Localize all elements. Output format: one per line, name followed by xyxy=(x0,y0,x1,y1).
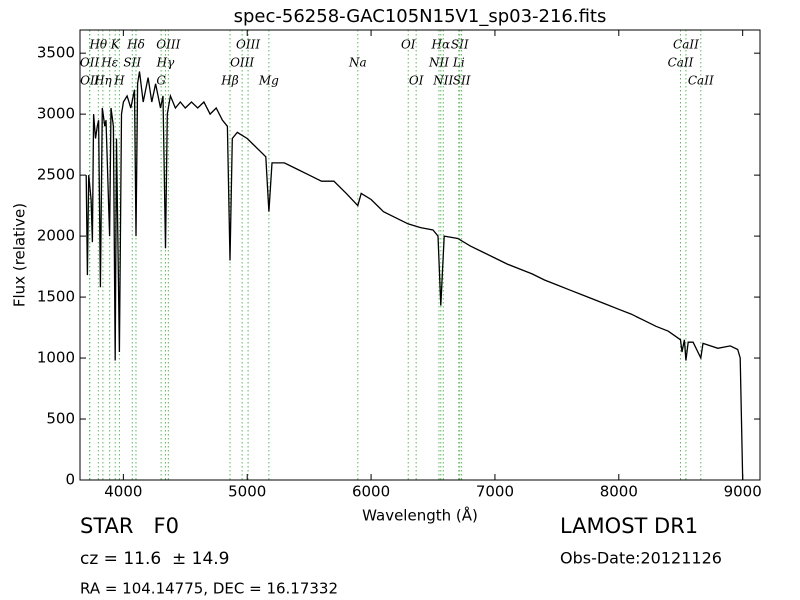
spectral-line-label: OI xyxy=(401,38,416,52)
x-tick-label: 8000 xyxy=(600,483,638,501)
spectral-line-label: Hα xyxy=(431,38,451,52)
x-tick-label: 9000 xyxy=(724,483,762,501)
spectral-line-label: CaII xyxy=(688,74,714,88)
y-tick-label: 3500 xyxy=(37,44,75,62)
y-tick-label: 1000 xyxy=(37,349,75,367)
spectral-line-label: SII xyxy=(453,74,471,88)
spectral-line-label: K xyxy=(110,38,121,52)
spectral-line-label: OIII xyxy=(236,38,260,52)
spectral-line-label: Hε xyxy=(100,56,118,70)
x-tick-label: 6000 xyxy=(352,483,390,501)
spectral-line-label: Mg xyxy=(258,74,279,88)
spectral-line-label: OI xyxy=(409,74,424,88)
y-tick-label: 500 xyxy=(46,410,75,428)
class-label: STAR F0 xyxy=(80,514,179,538)
x-tick-label: 7000 xyxy=(476,483,514,501)
spectral-line-label: Hγ xyxy=(156,56,175,70)
x-tick-label: 5000 xyxy=(228,483,266,501)
spectral-line-label: NII xyxy=(428,56,449,70)
cz-label: cz = 11.6 ± 14.9 xyxy=(80,549,229,569)
spectral-line-label: CaII xyxy=(668,56,694,70)
spectral-line-label: OII xyxy=(80,74,100,88)
spectral-line-label: CaII xyxy=(673,38,699,52)
chart-title: spec-56258-GAC105N15V1_sp03-216.fits xyxy=(234,6,607,27)
spectral-line-label: H xyxy=(113,74,125,88)
survey-label: LAMOST DR1 xyxy=(560,514,698,538)
spectral-line-label: Li xyxy=(452,56,465,70)
spectral-line-label: Hδ xyxy=(126,38,145,52)
y-axis-label: Flux (relative) xyxy=(11,203,29,307)
spectral-line-label: OIII xyxy=(230,56,254,70)
spectral-line-label: Hη xyxy=(93,74,112,88)
y-tick-label: 0 xyxy=(65,471,75,489)
spectral-line-label: SII xyxy=(123,56,141,70)
y-tick-label: 3000 xyxy=(37,105,75,123)
date-label: Obs-Date:20121126 xyxy=(560,549,722,568)
spectral-line-label: OIII xyxy=(156,38,180,52)
plot-frame xyxy=(79,29,761,481)
y-tick-label: 2000 xyxy=(37,227,75,245)
x-axis-label: Wavelength (Å) xyxy=(362,506,478,525)
spectral-line-label: Hβ xyxy=(220,74,238,88)
x-tick-label: 4000 xyxy=(104,483,142,501)
spectral-line-label: G xyxy=(156,74,166,88)
spectral-line-label: NII xyxy=(432,74,453,88)
spectral-line-label: SII xyxy=(451,38,469,52)
spectrum-line xyxy=(85,71,744,481)
spectral-line-label: Na xyxy=(348,56,367,70)
coords-label: RA = 104.14775, DEC = 16.17332 xyxy=(80,580,338,598)
y-tick-label: 2500 xyxy=(37,166,75,184)
spectral-line-label: Hθ xyxy=(88,38,107,52)
y-tick-label: 1500 xyxy=(37,288,75,306)
